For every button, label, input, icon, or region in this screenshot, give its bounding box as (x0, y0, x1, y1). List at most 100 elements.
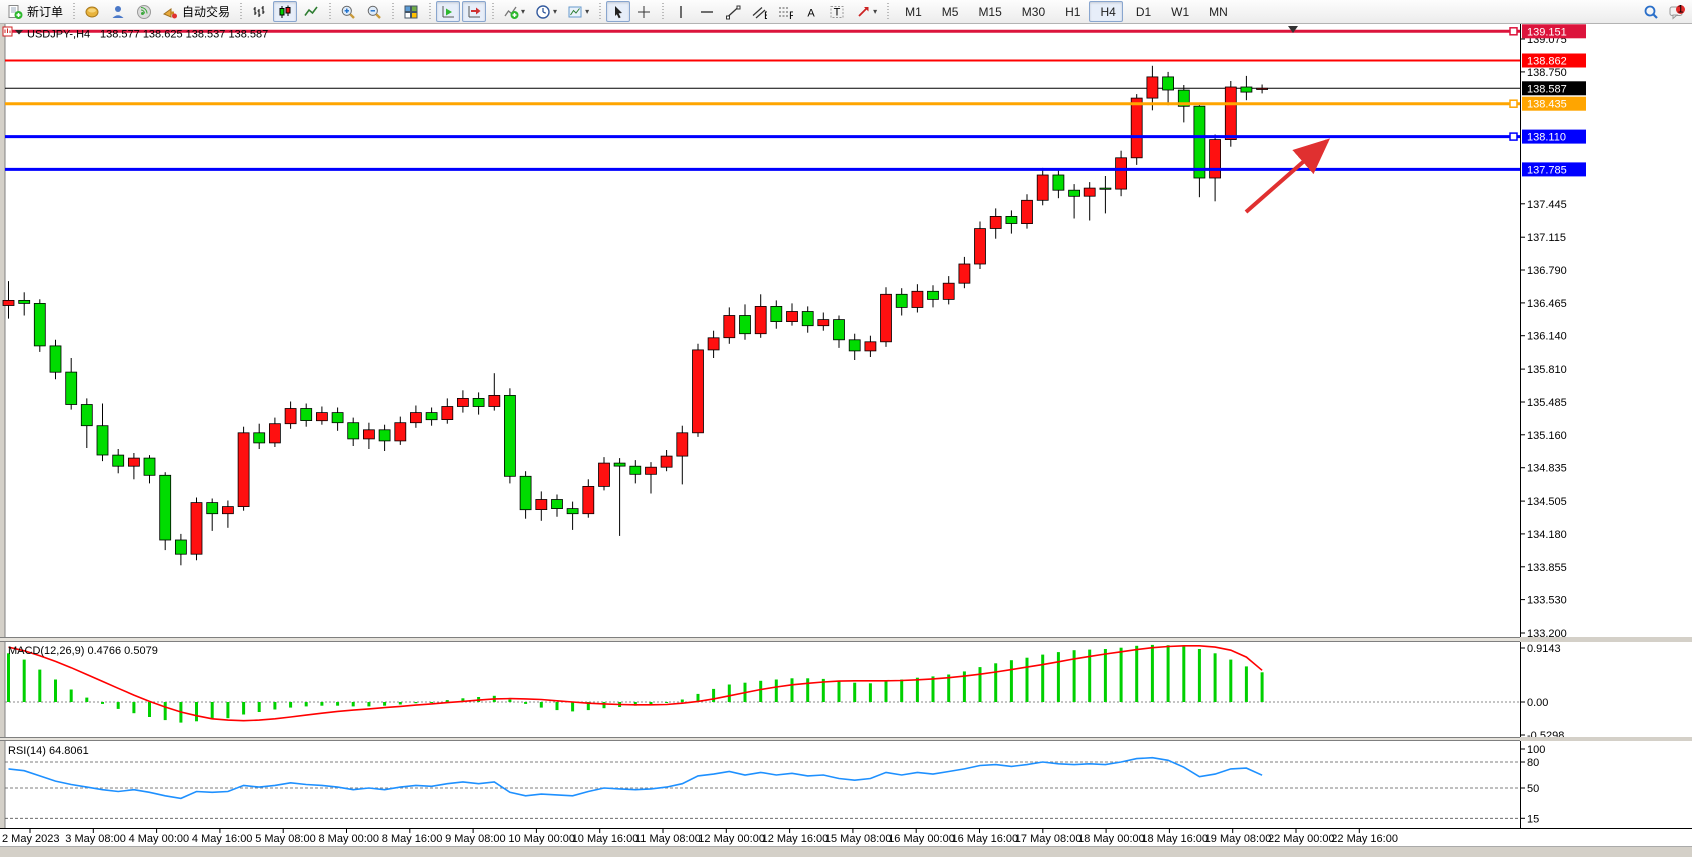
bar-chart-button[interactable] (247, 1, 271, 22)
timeframe-m15[interactable]: M15 (967, 1, 1008, 22)
macd-bar (1150, 644, 1154, 702)
time-tick-label: 2 May 2023 (2, 833, 59, 845)
macd-bar (226, 702, 230, 719)
candle-body (237, 432, 250, 507)
time-axis: 2 May 2023 3 May 08:00 4 May 00:00 4 May 16… (0, 828, 1692, 846)
timeframe-d1[interactable]: D1 (1125, 1, 1158, 22)
timeframe-m5[interactable]: M5 (931, 1, 966, 22)
macd-bar (132, 702, 136, 714)
macd-axis-label: 0.00 (1527, 697, 1548, 709)
dropdown-caret-icon: ▾ (873, 7, 878, 16)
panel-splitter[interactable] (0, 637, 1520, 642)
periods-button[interactable]: ▾ (531, 1, 561, 22)
tile-windows-button[interactable] (399, 1, 423, 22)
macd-bar (649, 702, 653, 705)
candle-body (911, 290, 924, 308)
candle-body (174, 539, 187, 555)
notification-badge: 1 (1677, 4, 1683, 16)
signal-button[interactable] (132, 1, 156, 22)
window-left-edge (0, 741, 5, 828)
text-button[interactable]: A (799, 1, 823, 22)
templates-button[interactable]: ▾ (563, 1, 593, 22)
timeframe-w1[interactable]: W1 (1160, 1, 1196, 22)
macd-bar (69, 689, 73, 702)
candle-body (660, 455, 673, 468)
line-drag-handle[interactable] (1509, 99, 1518, 108)
candle-body (347, 422, 360, 440)
time-tick-label: 18 May 00:00 (1078, 833, 1145, 845)
candle-body (1021, 199, 1033, 225)
vertical-line-button[interactable] (669, 1, 693, 22)
main-toolbar: 新订单 自动交易 ▾ ▾ ▾ E F A T ▾ M1 M5 M15 M30 H1 H4 D1 W1 MN 1 (0, 0, 1692, 24)
macd-bar (38, 669, 42, 702)
chart-ohlc-values: 138.577 138.625 138.537 138.587 (100, 29, 268, 41)
price-tick-label: 137.115 (1527, 232, 1566, 244)
window-collapse-icon[interactable] (15, 30, 23, 35)
new-order-button[interactable]: 新订单 (3, 1, 67, 22)
candle-body (958, 263, 971, 284)
rsi-indicator-label: RSI(14) 64.8061 (8, 745, 89, 757)
price-level-badge-label: 138.862 (1527, 56, 1567, 68)
line-chart-button[interactable] (299, 1, 323, 22)
candle-body (1130, 97, 1143, 159)
deposit-button[interactable] (80, 1, 104, 22)
crosshair-button[interactable] (632, 1, 656, 22)
price-tick-label: 133.530 (1527, 595, 1567, 607)
candle-chart-button[interactable] (273, 1, 298, 22)
candles-icon (279, 5, 291, 18)
panel-splitter[interactable] (0, 737, 1520, 741)
line-drag-handle[interactable] (1509, 27, 1518, 36)
fibonacci-button[interactable]: F (773, 1, 797, 22)
trend-arrow-annotation[interactable] (1244, 138, 1331, 214)
chart-title: USDJPY-,H4 (27, 29, 90, 41)
indicators-button[interactable]: ▾ (499, 1, 529, 22)
autotrading-button[interactable]: 自动交易 (158, 1, 234, 22)
chat-button[interactable]: 1 (1665, 1, 1689, 22)
chart-shift-button[interactable] (462, 1, 487, 22)
search-button[interactable] (1639, 1, 1663, 22)
macd-signal-line (8, 644, 1263, 722)
timeframe-h1[interactable]: H1 (1054, 1, 1087, 22)
macd-bar (445, 700, 449, 702)
timeframe-mn[interactable]: MN (1198, 1, 1235, 22)
timeframe-m1[interactable]: M1 (894, 1, 929, 22)
candle-body (127, 457, 140, 467)
macd-indicator-panel[interactable]: 0.9143 0.00 -0.5298 MACD(12,26,9) 0.4766 0.… (0, 642, 1692, 737)
macd-bar (1213, 653, 1217, 702)
macd-bar (821, 678, 825, 702)
zoom-in-button[interactable] (336, 1, 360, 22)
macd-bar (414, 702, 418, 704)
zoom-out-button[interactable] (362, 1, 386, 22)
trendline-button[interactable] (721, 1, 745, 22)
chart-shift-marker[interactable] (1288, 26, 1298, 33)
auto-scroll-button[interactable] (436, 1, 461, 22)
candle-body (942, 282, 955, 300)
candle-body (645, 466, 657, 475)
cursor-button[interactable] (606, 1, 631, 22)
price-level-badge (1522, 24, 1586, 39)
macd-axis-label: 0.9143 (1527, 643, 1561, 655)
price-tick-label: 135.160 (1527, 430, 1567, 442)
price-tick-label: 136.465 (1527, 298, 1567, 310)
line-drag-handle[interactable] (1509, 132, 1518, 141)
macd-bar (868, 683, 872, 702)
timeframe-m30[interactable]: M30 (1011, 1, 1052, 22)
macd-bar (351, 702, 355, 707)
horizontal-line-button[interactable] (695, 1, 719, 22)
panel-background (0, 741, 1692, 828)
candle-body (49, 345, 62, 373)
candle-body (786, 311, 798, 323)
indicators-icon (504, 6, 519, 19)
price-tick-label: 135.485 (1527, 397, 1567, 409)
template-icon (568, 6, 582, 17)
arrows-button[interactable]: ▾ (851, 1, 881, 22)
support-button[interactable] (106, 1, 130, 22)
time-tick-label: 5 May 08:00 (255, 833, 316, 845)
text-label-button[interactable]: T (825, 1, 849, 22)
time-tick-label: 3 May 08:00 (65, 833, 126, 845)
timeframe-m1-label: M1 (905, 4, 922, 19)
price-chart-panel[interactable]: 139.075138.750137.445137.115136.790136.4… (0, 24, 1692, 637)
timeframe-h4[interactable]: H4 (1089, 1, 1123, 22)
channel-button[interactable]: E (747, 1, 771, 22)
